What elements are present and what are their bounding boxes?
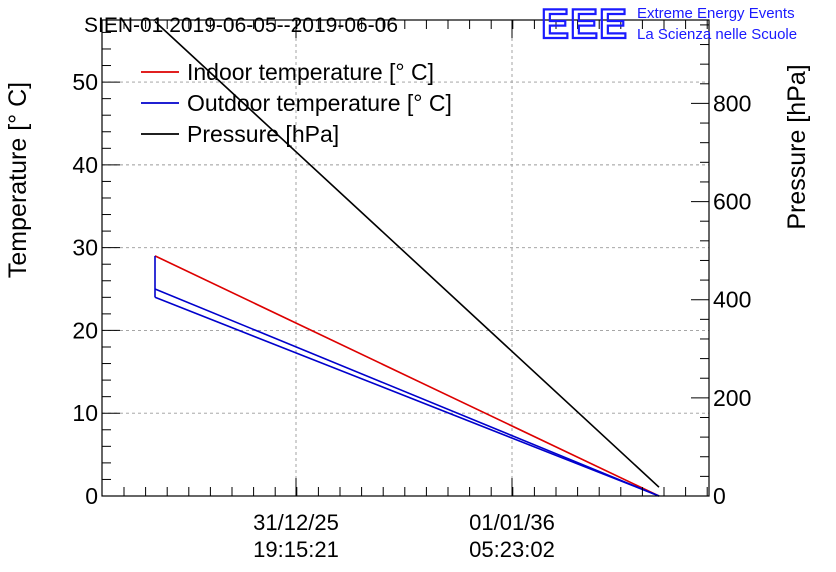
series-layer [154,20,660,497]
y-axis-left: 0 10 20 30 40 50 [72,31,120,509]
y-tick-label: 0 [85,483,98,509]
plot-frame [101,19,710,497]
x-tick-label-date: 31/12/25 [253,510,339,535]
eee-logo: EEE Extreme Energy Events La Scienza nel… [540,0,797,48]
logo-line-1: Extreme Energy Events [637,5,795,22]
legend-label: Outdoor temperature [° C] [187,90,452,116]
y-tick-label: 10 [72,400,98,426]
y-tick-label: 30 [72,235,98,261]
y-tick-label: 50 [72,69,98,95]
x-tick-label-time: 19:15:21 [253,537,339,562]
series-line-0 [154,255,660,497]
x-tick-label-date: 01/01/36 [469,510,555,535]
legend-label: Pressure [hPa] [187,121,339,147]
y-tick-label: 20 [72,317,98,343]
y-axis-label: Temperature [° C] [4,82,32,278]
eee-logo-mark: EEE [541,0,628,47]
series-line-2 [154,296,660,497]
series-line-3 [154,20,660,488]
y2-tick-label: 200 [713,385,751,411]
y2-axis-label: Pressure [hPa] [783,64,811,229]
grid [102,20,709,496]
legend-label: Indoor temperature [° C] [187,59,434,85]
y2-tick-label: 600 [713,189,751,215]
chart-title: SIEN-01 2019-06-05--2019-06-06 [84,14,398,37]
y2-tick-label: 0 [713,483,726,509]
y2-tick-label: 400 [713,287,751,313]
logo-line-2: La Scienza nelle Scuole [637,26,797,43]
y-tick-label: 40 [72,152,98,178]
series-line-1 [154,288,660,497]
y2-tick-label: 800 [713,90,751,116]
x-tick-label-time: 05:23:02 [469,537,555,562]
y-axis-right: 0 200 400 600 800 [691,24,751,509]
legend: Indoor temperature [° C] Outdoor temperat… [141,59,452,147]
